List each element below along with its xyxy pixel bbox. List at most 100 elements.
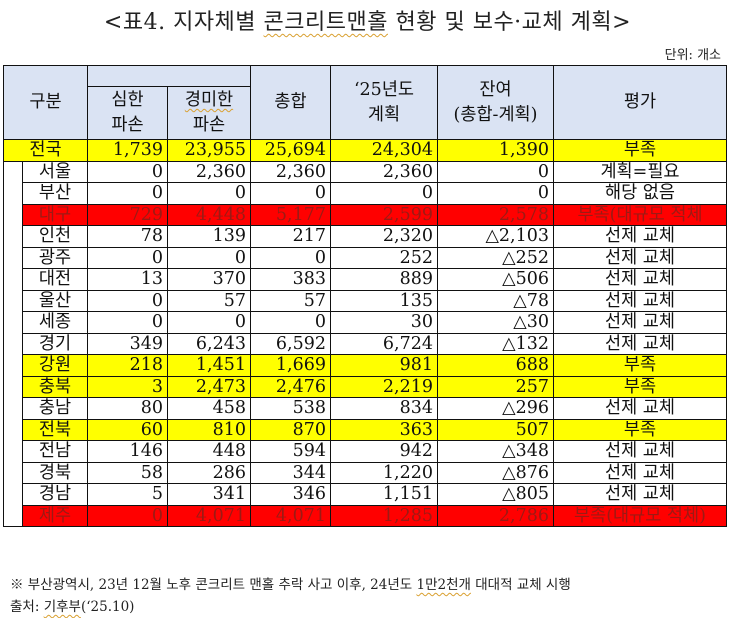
remaining-cell: 507 xyxy=(437,418,554,441)
evaluation-cell: 선제 교체 xyxy=(553,289,727,312)
table-row: 강원 218 1,451 1,669 981 688 부족 xyxy=(3,354,727,377)
header-plan-line1: ‘25년도 xyxy=(353,79,415,100)
indent-spacer xyxy=(3,397,23,419)
severe-damage-cell: 0 xyxy=(87,246,168,269)
remaining-cell: △252 xyxy=(437,246,554,269)
minor-damage-cell: 0 xyxy=(167,311,251,334)
total-cell: 25,694 xyxy=(250,139,331,162)
total-cell: 6,592 xyxy=(250,332,331,355)
region-cell: 부산 xyxy=(22,182,88,205)
table-row: 제주 0 4,071 4,071 1,285 2,786 부족(대규모 적체) xyxy=(3,504,727,527)
caption-suffix: 현황 및 보수·교체 계획> xyxy=(388,10,632,35)
evaluation-cell: 선제 교체 xyxy=(553,440,727,463)
indent-spacer xyxy=(3,440,23,462)
region-cell: 서울 xyxy=(22,160,88,183)
source-prefix: 출처: xyxy=(10,599,44,615)
minor-damage-cell: 370 xyxy=(167,268,251,291)
table-row: 인천 78 139 217 2,320 △2,103 선제 교체 xyxy=(3,225,727,248)
evaluation-cell: 부족(대규모 적체) xyxy=(553,504,727,527)
header-evaluation: 평가 xyxy=(553,65,727,140)
severe-damage-cell: 0 xyxy=(87,160,168,183)
minor-damage-cell: 0 xyxy=(167,246,251,269)
indent-spacer xyxy=(3,290,23,312)
severe-damage-cell: 0 xyxy=(87,289,168,312)
header-minor-line2: 파손 xyxy=(192,115,226,135)
source-underlined: 기후부 xyxy=(43,599,81,615)
header-remaining-line2: (총합-계획) xyxy=(453,104,538,125)
remaining-cell: 688 xyxy=(437,354,554,377)
minor-damage-cell: 341 xyxy=(167,483,251,506)
severe-damage-cell: 5 xyxy=(87,483,168,506)
region-cell: 전국 xyxy=(3,139,88,162)
indent-spacer xyxy=(3,354,23,376)
footnote-underlined: 1만2천개 xyxy=(416,577,471,593)
minor-damage-cell: 2,473 xyxy=(167,375,251,398)
total-cell: 2,360 xyxy=(250,160,331,183)
header-minor-damage: 경미한 파손 xyxy=(167,86,251,140)
remaining-cell: △805 xyxy=(437,483,554,506)
table-caption: <표4. 지자체별 콘크리트맨홀 현황 및 보수·교체 계획> xyxy=(0,4,735,36)
indent-spacer xyxy=(3,311,23,333)
header-remaining: 잔여 (총합-계획) xyxy=(437,65,554,140)
manhole-status-table: 구분 총합 ‘25년도 계획 잔여 (총합-계획) 평가 심한 파손 경미한 파… xyxy=(3,65,727,527)
evaluation-cell: 선제 교체 xyxy=(553,483,727,506)
header-plan-line2: 계획 xyxy=(367,104,401,125)
severe-damage-cell: 729 xyxy=(87,203,168,226)
header-plan: ‘25년도 계획 xyxy=(330,65,438,140)
remaining-cell: △132 xyxy=(437,332,554,355)
remaining-cell: △78 xyxy=(437,289,554,312)
evaluation-cell: 선제 교체 xyxy=(553,461,727,484)
total-cell: 870 xyxy=(250,418,331,441)
remaining-cell: 2,786 xyxy=(437,504,554,527)
evaluation-cell: 부족 xyxy=(553,375,727,398)
severe-damage-cell: 0 xyxy=(87,504,168,527)
region-cell: 제주 xyxy=(22,504,88,527)
total-cell: 0 xyxy=(250,182,331,205)
table-row: 전국 1,739 23,955 25,694 24,304 1,390 부족 xyxy=(3,139,727,162)
table-row: 울산 0 57 57 135 △78 선제 교체 xyxy=(3,289,727,312)
plan-cell: 942 xyxy=(330,440,438,463)
header-row-bottom: 심한 파손 경미한 파손 xyxy=(4,86,727,140)
remaining-cell: 2,578 xyxy=(437,203,554,226)
plan-cell: 0 xyxy=(330,182,438,205)
total-cell: 1,669 xyxy=(250,354,331,377)
header-row-top: 구분 총합 ‘25년도 계획 잔여 (총합-계획) 평가 xyxy=(3,65,727,140)
evaluation-cell: 선제 교체 xyxy=(553,397,727,420)
plan-cell: 2,219 xyxy=(330,375,438,398)
indent-spacer xyxy=(3,161,23,183)
evaluation-cell: 계획=필요 xyxy=(553,160,727,183)
remaining-cell: △348 xyxy=(437,440,554,463)
total-cell: 383 xyxy=(250,268,331,291)
evaluation-cell: 선제 교체 xyxy=(553,311,727,334)
plan-cell: 1,285 xyxy=(330,504,438,527)
table-row: 대구 729 4,448 5,177 2,599 2,578 부족(대규모 적체 xyxy=(3,203,727,226)
minor-damage-cell: 6,243 xyxy=(167,332,251,355)
indent-spacer xyxy=(3,483,23,505)
header-severe-damage: 심한 파손 xyxy=(87,86,168,140)
table-row: 서울 0 2,360 2,360 2,360 0 계획=필요 xyxy=(3,160,727,183)
caption-underlined-term: 콘크리트맨홀 xyxy=(263,10,388,35)
minor-damage-cell: 2,360 xyxy=(167,160,251,183)
footnote: ※ 부산광역시, 23년 12월 노후 콘크리트 맨홀 추락 사고 이후, 24… xyxy=(10,573,571,593)
plan-cell: 2,320 xyxy=(330,225,438,248)
remaining-cell: △296 xyxy=(437,397,554,420)
total-cell: 4,071 xyxy=(250,504,331,527)
region-cell: 인천 xyxy=(22,225,88,248)
table-row: 경기 349 6,243 6,592 6,724 △132 선제 교체 xyxy=(3,332,727,355)
severe-damage-cell: 0 xyxy=(87,311,168,334)
evaluation-cell: 부족 xyxy=(553,139,727,162)
severe-damage-cell: 218 xyxy=(87,354,168,377)
severe-damage-cell: 349 xyxy=(87,332,168,355)
region-cell: 충북 xyxy=(22,375,88,398)
plan-cell: 24,304 xyxy=(330,139,438,162)
region-cell: 대구 xyxy=(22,203,88,226)
region-cell: 경기 xyxy=(22,332,88,355)
severe-damage-cell: 60 xyxy=(87,418,168,441)
severe-damage-cell: 1,739 xyxy=(87,139,168,162)
plan-cell: 252 xyxy=(330,246,438,269)
minor-damage-cell: 458 xyxy=(167,397,251,420)
total-cell: 217 xyxy=(250,225,331,248)
indent-spacer xyxy=(3,505,23,527)
indent-spacer xyxy=(3,182,23,204)
minor-damage-cell: 810 xyxy=(167,418,251,441)
